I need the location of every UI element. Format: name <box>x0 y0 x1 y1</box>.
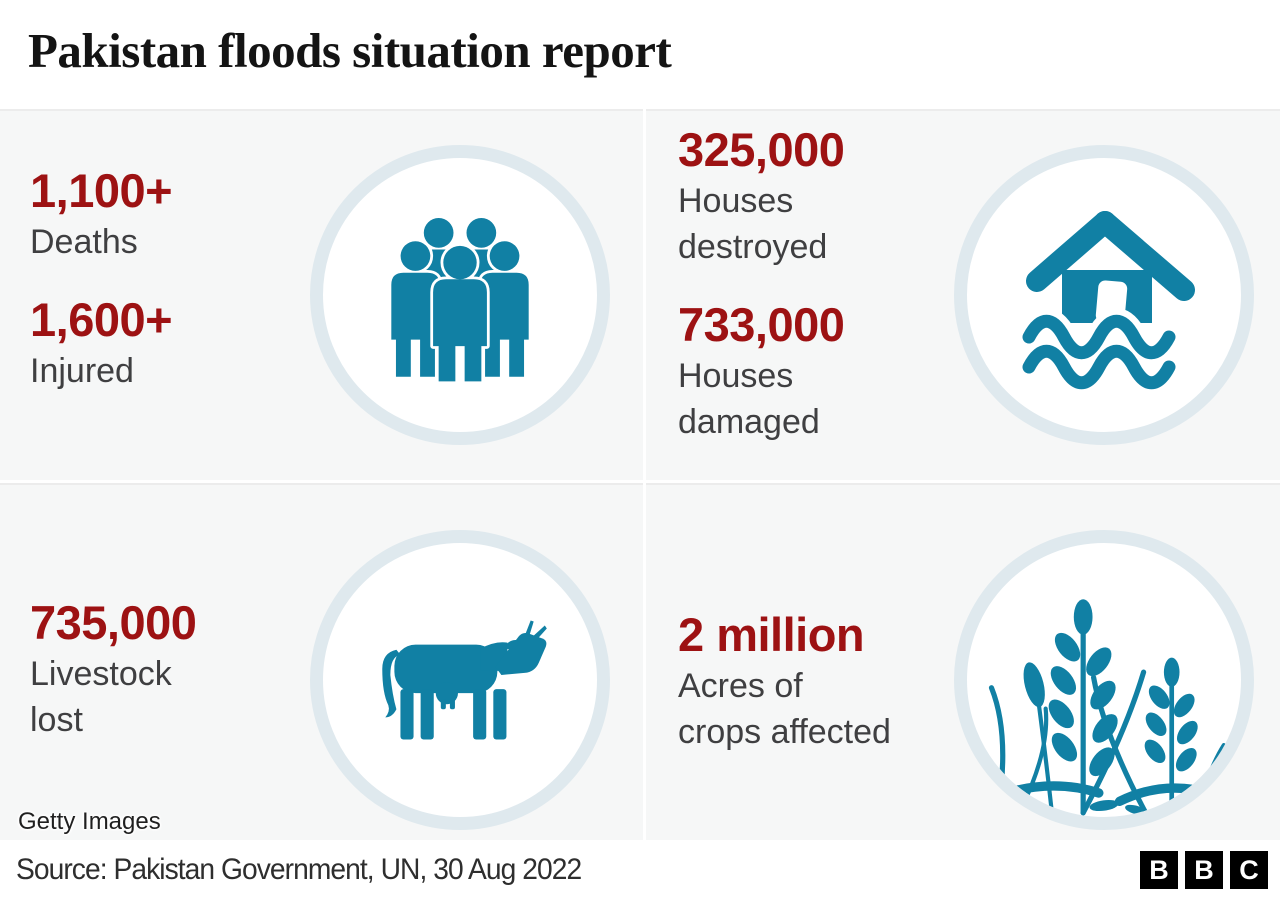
crops-value: 2 million <box>678 608 865 661</box>
image-credit: Getty Images <box>18 808 161 835</box>
cow-icon <box>382 620 547 740</box>
footer: Source: Pakistan Government, UN, 30 Aug … <box>0 840 1280 900</box>
injured-label: Injured <box>30 351 134 390</box>
stat-houses-damaged: 733,000 Houses damaged <box>678 298 958 446</box>
stat-livestock: 735,000 Livestock lost <box>30 596 310 744</box>
livestock-label: Livestock lost <box>30 655 172 739</box>
wheat-crops-icon <box>982 599 1226 816</box>
stat-houses-destroyed: 325,000 Houses destroyed <box>678 123 958 271</box>
bbc-logo-block-2: B <box>1185 851 1223 889</box>
panel-casualties: 1,100+ Deaths 1,600+ Injured <box>0 109 643 480</box>
people-group-icon <box>388 214 532 384</box>
injured-value: 1,600+ <box>30 292 173 346</box>
deaths-label: Deaths <box>30 223 138 262</box>
houses-damaged-label: Houses damaged <box>678 356 820 441</box>
houses-destroyed-value: 325,000 <box>678 123 845 176</box>
flooded-house-icon <box>1016 211 1195 390</box>
stat-crops: 2 million Acres of crops affected <box>678 608 958 756</box>
crops-stats: 2 million Acres of crops affected <box>678 608 958 783</box>
casualties-icon-circle <box>310 145 610 445</box>
deaths-value: 1,100+ <box>30 164 173 217</box>
bbc-logo-block-1: B <box>1140 851 1178 889</box>
panel-houses: 325,000 Houses destroyed 733,000 Houses … <box>646 109 1280 480</box>
livestock-value: 735,000 <box>30 596 197 649</box>
source-text: Source: Pakistan Government, UN, 30 Aug … <box>16 853 582 886</box>
houses-stats: 325,000 Houses destroyed 733,000 Houses … <box>678 123 958 473</box>
header: Pakistan floods situation report <box>0 0 1280 109</box>
houses-damaged-value: 733,000 <box>678 297 845 351</box>
panel-crops: 2 million Acres of crops affected <box>646 483 1280 840</box>
stats-grid: 1,100+ Deaths 1,600+ Injured <box>0 109 1280 840</box>
bbc-logo-block-3: C <box>1230 851 1268 889</box>
crops-label: Acres of crops affected <box>678 667 891 751</box>
casualties-stats: 1,100+ Deaths 1,600+ Injured <box>30 164 310 422</box>
houses-destroyed-label: Houses destroyed <box>678 182 828 266</box>
livestock-stats: 735,000 Livestock lost <box>30 596 310 771</box>
crops-icon-circle <box>954 530 1254 830</box>
panel-livestock: 735,000 Livestock lost <box>0 483 643 840</box>
livestock-icon-circle <box>310 530 610 830</box>
stat-injured: 1,600+ Injured <box>30 293 310 395</box>
page-title: Pakistan floods situation report <box>28 23 672 78</box>
houses-icon-circle <box>954 145 1254 445</box>
bbc-logo: B B C <box>1140 851 1268 889</box>
stat-deaths: 1,100+ Deaths <box>30 164 310 266</box>
